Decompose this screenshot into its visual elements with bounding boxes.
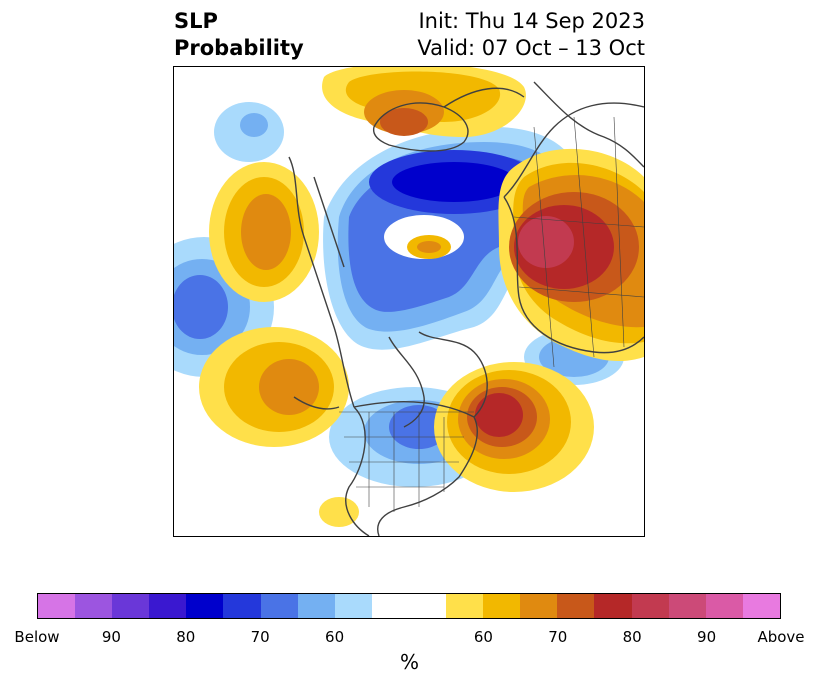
colorbar-unit: % (399, 650, 419, 674)
colorbar-tick-label: 70 (250, 628, 270, 646)
colorbar-swatch (408, 594, 447, 618)
colorbar-swatch (38, 594, 76, 618)
colorbar-swatch (75, 594, 113, 618)
colorbar-tick-label: Below (14, 628, 60, 646)
map-title-right: Init: Thu 14 Sep 2023 Valid: 07 Oct – 13… (417, 8, 645, 62)
colorbar-swatch (260, 594, 298, 618)
colorbar-swatch (668, 594, 706, 618)
colorbar-swatch (371, 594, 409, 618)
colorbar-tick-label: 90 (697, 628, 717, 646)
colorbar-swatch (149, 594, 187, 618)
valid-range: Valid: 07 Oct – 13 Oct (417, 36, 645, 60)
colorbar-swatch (112, 594, 150, 618)
title-metric: Probability (174, 36, 304, 60)
colorbar-tick-label: 60 (473, 628, 493, 646)
probability-colorbar (37, 593, 781, 619)
title-variable: SLP (174, 9, 218, 33)
init-date: Init: Thu 14 Sep 2023 (418, 9, 645, 33)
colorbar-swatch (334, 594, 372, 618)
colorbar-swatch (594, 594, 632, 618)
colorbar-tick-label: Above (757, 628, 805, 646)
colorbar-tick-labels: Below 90 80 70 60 60 70 80 90 Above (14, 628, 804, 646)
colorbar-tick-label: 70 (548, 628, 568, 646)
colorbar-swatch (483, 594, 521, 618)
colorbar-tick-label: 60 (325, 628, 345, 646)
colorbar-swatch (223, 594, 261, 618)
colorbar-swatch (186, 594, 224, 618)
colorbar-tick-label: 80 (622, 628, 642, 646)
probability-map (173, 66, 645, 537)
colorbar-tick-label: 90 (101, 628, 121, 646)
colorbar-swatch (297, 594, 335, 618)
colorbar-swatch (557, 594, 595, 618)
colorbar-tick-label: 80 (176, 628, 196, 646)
colorbar-swatch (520, 594, 558, 618)
coastlines (288, 81, 644, 536)
map-title-left: SLP Probability (174, 8, 304, 62)
colorbar-swatch (631, 594, 669, 618)
colorbar-swatch (705, 594, 743, 618)
state-borders (339, 116, 644, 512)
colorbar-swatch (742, 594, 780, 618)
colorbar-swatch (446, 594, 484, 618)
above-normal-regions (199, 67, 644, 527)
map-canvas (174, 67, 644, 536)
